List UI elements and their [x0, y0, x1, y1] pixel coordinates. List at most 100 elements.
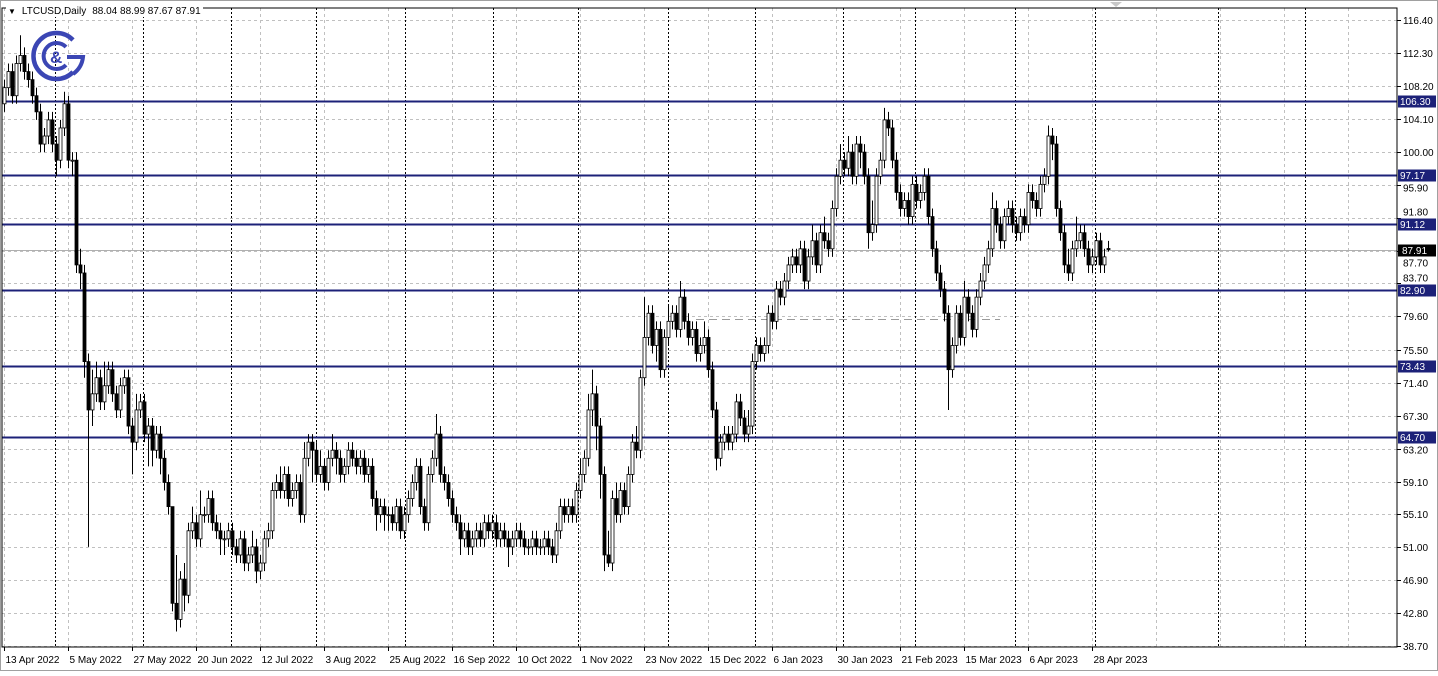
y-tick-label: 38.70	[1403, 642, 1428, 653]
y-tick-label: 104.10	[1403, 115, 1434, 126]
candle	[194, 514, 199, 547]
y-tick-label: 100.00	[1403, 148, 1434, 159]
candle-body-bull	[642, 337, 647, 379]
candle	[730, 426, 735, 451]
candle	[894, 152, 899, 201]
candle	[578, 458, 583, 499]
candle-body-bear	[886, 119, 891, 129]
candle	[242, 530, 247, 572]
candle-body-bull	[290, 490, 295, 499]
candle-body-bull	[810, 240, 815, 258]
candle-body-bull	[6, 71, 11, 89]
time-axis[interactable]: 13 Apr 2022 5 May 2022 27 May 2022 20 Jun 2…	[4, 647, 1148, 666]
candle	[694, 321, 699, 362]
candle	[254, 538, 259, 584]
candle-body-bull	[774, 288, 779, 322]
candle-body-bear	[390, 514, 395, 524]
candle-body-bull	[646, 312, 651, 338]
candle-body-bull	[654, 328, 659, 346]
candle	[258, 554, 263, 580]
candle	[662, 329, 667, 378]
candle-body-bull	[918, 192, 923, 201]
candle-body-bear	[182, 578, 187, 596]
candle	[914, 176, 919, 209]
candle	[66, 95, 71, 169]
candle-body-bull	[434, 433, 439, 459]
candle	[690, 321, 695, 346]
candle	[214, 514, 219, 539]
candle	[614, 482, 619, 523]
candle	[450, 490, 455, 523]
plot-frame	[1, 7, 1398, 648]
candle	[910, 176, 915, 225]
candle	[438, 426, 443, 483]
candle	[786, 256, 791, 290]
candle	[678, 281, 683, 338]
candle	[654, 321, 659, 362]
candle	[558, 498, 563, 539]
candle	[838, 144, 843, 185]
candle-body-bear	[802, 248, 807, 282]
level-label-bg	[1398, 284, 1436, 297]
symbol-timeframe: LTCUSD,Daily	[21, 6, 87, 17]
candle-body-bear	[114, 393, 119, 411]
candle-body-bear	[210, 498, 215, 524]
y-tick-label: 51.00	[1403, 543, 1428, 554]
candle	[622, 482, 627, 515]
candle-body-bull	[790, 256, 795, 266]
level-label-bg	[1398, 218, 1436, 231]
candle-body-bull	[294, 482, 299, 491]
candle	[422, 498, 427, 531]
candle-body-bear	[86, 361, 91, 411]
candle	[1022, 208, 1027, 233]
candle	[526, 538, 531, 555]
candle-body-bull	[302, 457, 307, 516]
candle-body-bear	[546, 538, 551, 548]
price-axis[interactable]: 116.40 112.30 108.20 104.10 100.00 95.90 91.80…	[1397, 16, 1436, 653]
candle	[810, 224, 815, 265]
candle-body-bull	[514, 530, 519, 540]
candle	[86, 353, 91, 547]
candle-body-bull	[138, 401, 143, 411]
candle-body-bull	[378, 506, 383, 516]
level-label: 106.30	[1400, 97, 1431, 108]
candle-body-bull	[470, 538, 475, 548]
candle	[426, 466, 431, 531]
candle	[18, 35, 23, 72]
candle-body-bear	[162, 457, 167, 483]
dropdown-triangle-icon[interactable]: ▼	[8, 7, 16, 16]
candle	[546, 530, 551, 555]
candle-body-bear	[862, 151, 867, 177]
candle	[46, 111, 51, 145]
candle	[570, 498, 575, 523]
candle-body-bull	[406, 498, 411, 516]
current-price-label: 87.91	[1402, 246, 1427, 257]
candle	[78, 248, 83, 290]
candle	[514, 522, 519, 547]
candle-body-bull	[878, 159, 883, 177]
candle	[410, 474, 415, 507]
candle	[670, 305, 675, 330]
candle-body-bull	[42, 135, 47, 145]
horizontal-levels[interactable]	[2, 100, 1397, 439]
candle	[954, 305, 959, 354]
candle-body-bull	[246, 554, 251, 564]
candle-body-bear	[26, 71, 31, 81]
y-tick-label: 46.90	[1403, 576, 1428, 587]
candle	[778, 281, 783, 306]
candle-body-bear	[298, 482, 303, 516]
candle-body-bear	[1058, 208, 1063, 234]
candle	[1070, 240, 1075, 282]
candle	[490, 514, 495, 539]
candle-body-bear	[598, 425, 603, 475]
candle	[106, 361, 111, 394]
candle-body-bear	[998, 224, 1003, 242]
candle	[934, 240, 939, 282]
candle	[998, 216, 1003, 249]
candle-body-bear	[958, 312, 963, 338]
candle-body-bull	[238, 538, 243, 556]
candle-body-bull	[678, 296, 683, 330]
ohlc-readout: 88.04 88.99 87.67 87.91	[92, 6, 201, 17]
chart-shift-marker[interactable]	[1110, 2, 1122, 7]
